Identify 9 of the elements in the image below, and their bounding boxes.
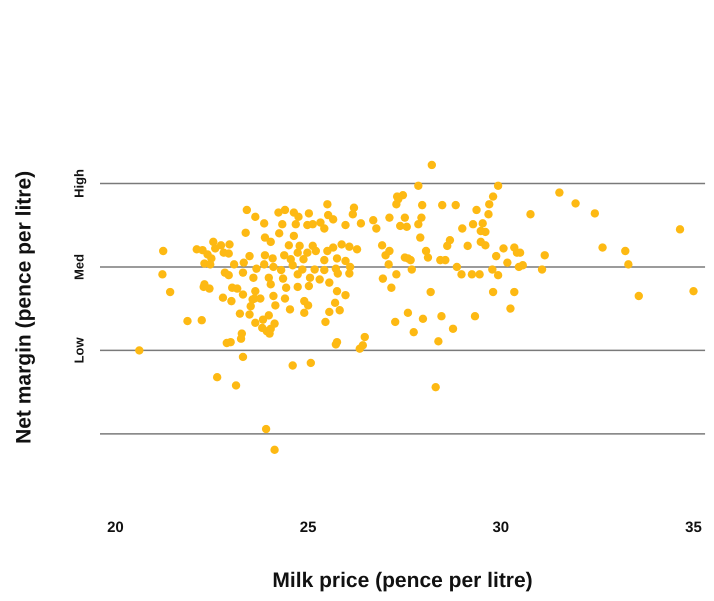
y-axis-title: Net margin (pence per litre)	[12, 170, 36, 444]
ref-line-label: Low	[72, 336, 87, 364]
ref-line-label: Med	[72, 254, 87, 280]
x-tick-label: 20	[107, 518, 124, 536]
ref-line-label: High	[72, 168, 87, 198]
x-tick-label: 25	[300, 518, 316, 536]
x-tick-label: 35	[685, 518, 702, 536]
x-axis-title: Milk price (pence per litre)	[272, 569, 533, 592]
x-tick-label: 30	[492, 518, 510, 536]
